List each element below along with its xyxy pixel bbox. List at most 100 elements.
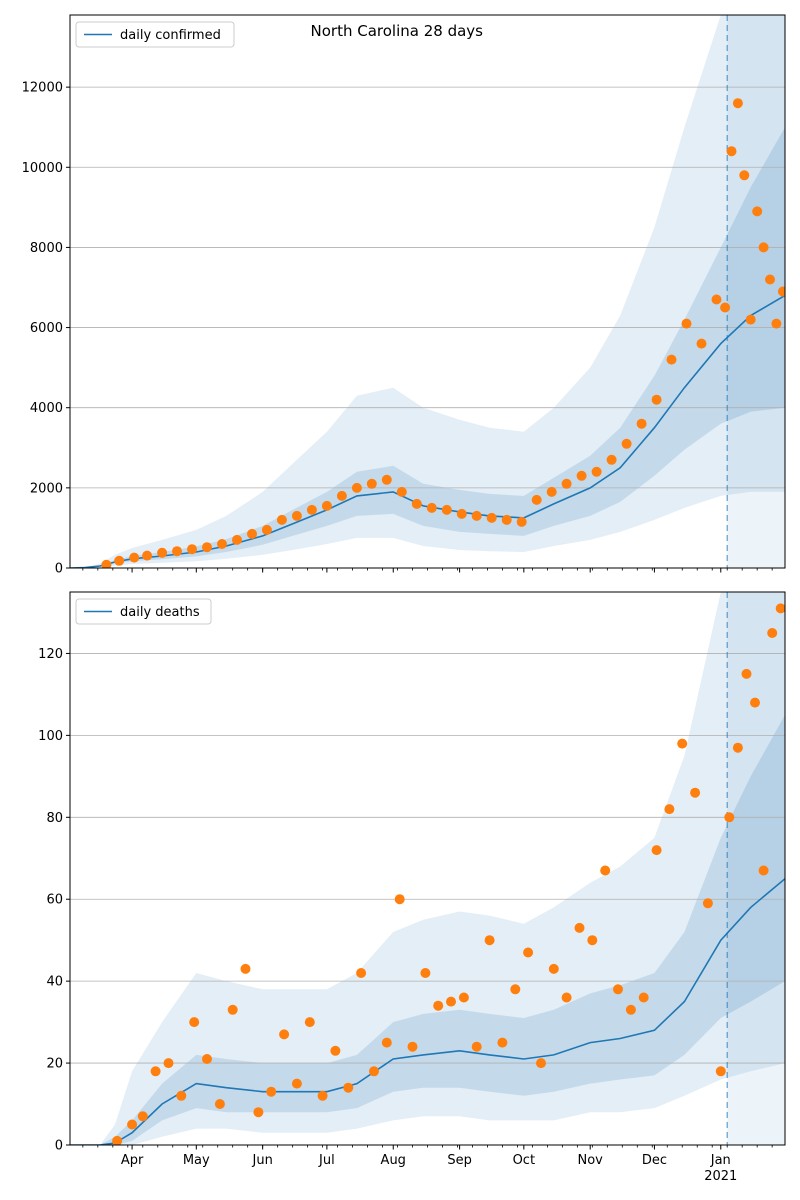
x-tick-label: Oct bbox=[513, 1153, 535, 1168]
data-point bbox=[420, 968, 431, 978]
data-point bbox=[279, 1029, 290, 1040]
data-point bbox=[232, 534, 242, 545]
data-point bbox=[546, 486, 557, 497]
data-point bbox=[732, 742, 743, 753]
data-point bbox=[536, 1058, 546, 1069]
x-tick-label: Jan bbox=[710, 1153, 731, 1168]
data-point bbox=[336, 490, 347, 501]
data-point bbox=[356, 968, 367, 978]
data-point bbox=[651, 394, 662, 405]
data-point bbox=[202, 1054, 212, 1064]
data-point bbox=[291, 510, 302, 521]
data-point bbox=[510, 984, 521, 995]
data-point bbox=[276, 514, 287, 525]
data-point bbox=[247, 528, 257, 539]
data-point bbox=[696, 338, 707, 349]
data-point bbox=[681, 318, 692, 329]
data-point bbox=[172, 546, 182, 557]
x-tick-label: Nov bbox=[578, 1153, 604, 1168]
data-point bbox=[666, 354, 677, 365]
deaths-legend-box bbox=[75, 598, 212, 625]
y-tick-label: 40 bbox=[46, 975, 63, 990]
data-point bbox=[471, 510, 482, 521]
data-point bbox=[732, 98, 743, 109]
deaths-data-points bbox=[112, 603, 785, 1145]
x-tick-label: Dec bbox=[642, 1153, 667, 1168]
data-point bbox=[253, 1107, 264, 1118]
data-point bbox=[523, 947, 534, 958]
confirmed-chart-title: North Carolina 28 days bbox=[311, 22, 484, 40]
deaths-gridlines bbox=[70, 653, 785, 1064]
deaths-trend-line bbox=[70, 878, 785, 1145]
data-point bbox=[394, 894, 405, 905]
data-point bbox=[771, 318, 782, 329]
data-point bbox=[775, 603, 785, 614]
data-point bbox=[433, 1000, 444, 1011]
deaths-legend: daily deaths bbox=[75, 598, 212, 625]
confirmed-inner-band bbox=[70, 127, 785, 568]
deaths-outer-band bbox=[70, 592, 785, 1145]
y-tick-label: 12000 bbox=[22, 81, 63, 96]
data-point bbox=[715, 1066, 726, 1077]
confirmed-legend-box bbox=[75, 21, 235, 48]
data-point bbox=[606, 454, 617, 465]
x-year-label: 2021 bbox=[704, 1169, 737, 1184]
data-point bbox=[758, 242, 769, 253]
data-point bbox=[777, 286, 785, 297]
deaths-y-axis: 0 20 40 60 80 100 120 bbox=[38, 647, 70, 1154]
data-point bbox=[501, 514, 512, 525]
y-tick-label: 10000 bbox=[22, 161, 63, 176]
y-tick-label: 60 bbox=[46, 893, 63, 908]
y-tick-label: 6000 bbox=[30, 321, 63, 336]
deaths-uncertainty-bands bbox=[70, 592, 785, 1145]
x-tick-label: Apr bbox=[121, 1153, 144, 1168]
data-point bbox=[458, 992, 469, 1003]
confirmed-legend-label: daily confirmed bbox=[120, 28, 221, 43]
data-point bbox=[369, 1066, 379, 1077]
data-point bbox=[330, 1045, 341, 1056]
data-point bbox=[726, 146, 737, 157]
data-point bbox=[407, 1041, 418, 1052]
data-point bbox=[486, 512, 497, 523]
data-point bbox=[157, 547, 168, 558]
data-point bbox=[321, 500, 332, 511]
data-point bbox=[137, 1111, 148, 1122]
data-point bbox=[187, 544, 197, 555]
data-point bbox=[702, 898, 713, 909]
data-point bbox=[127, 1119, 138, 1130]
data-point bbox=[765, 274, 775, 285]
data-point bbox=[587, 935, 598, 946]
data-point bbox=[720, 302, 731, 313]
y-tick-label: 0 bbox=[55, 562, 63, 577]
data-point bbox=[745, 314, 756, 325]
data-point bbox=[752, 206, 763, 217]
confirmed-legend: daily confirmed bbox=[75, 21, 235, 48]
data-point bbox=[441, 504, 452, 515]
x-tick-label: Jun bbox=[252, 1153, 273, 1168]
data-point bbox=[711, 294, 722, 305]
data-point bbox=[306, 504, 317, 515]
y-tick-label: 0 bbox=[55, 1139, 63, 1154]
data-point bbox=[261, 524, 272, 535]
confirmed-panel: 0 2000 4000 6000 8000 10000 12000 North Caroli… bbox=[22, 14, 786, 577]
deaths-forecast-region bbox=[727, 592, 785, 1145]
data-point bbox=[112, 1135, 123, 1145]
data-point bbox=[217, 539, 227, 549]
data-point bbox=[758, 865, 769, 876]
confirmed-outer-band bbox=[70, 15, 785, 568]
y-tick-label: 80 bbox=[46, 811, 63, 826]
data-point bbox=[613, 984, 623, 995]
data-point bbox=[446, 996, 456, 1007]
y-tick-label: 100 bbox=[38, 729, 63, 744]
data-point bbox=[621, 438, 632, 449]
data-point bbox=[101, 559, 112, 568]
y-tick-label: 4000 bbox=[30, 401, 63, 416]
x-tick-label: May bbox=[183, 1153, 210, 1168]
y-tick-label: 2000 bbox=[30, 481, 63, 496]
data-point bbox=[396, 486, 407, 497]
data-point bbox=[651, 845, 662, 856]
confirmed-y-axis: 0 2000 4000 6000 8000 10000 12000 bbox=[22, 81, 70, 577]
data-point bbox=[142, 550, 153, 561]
